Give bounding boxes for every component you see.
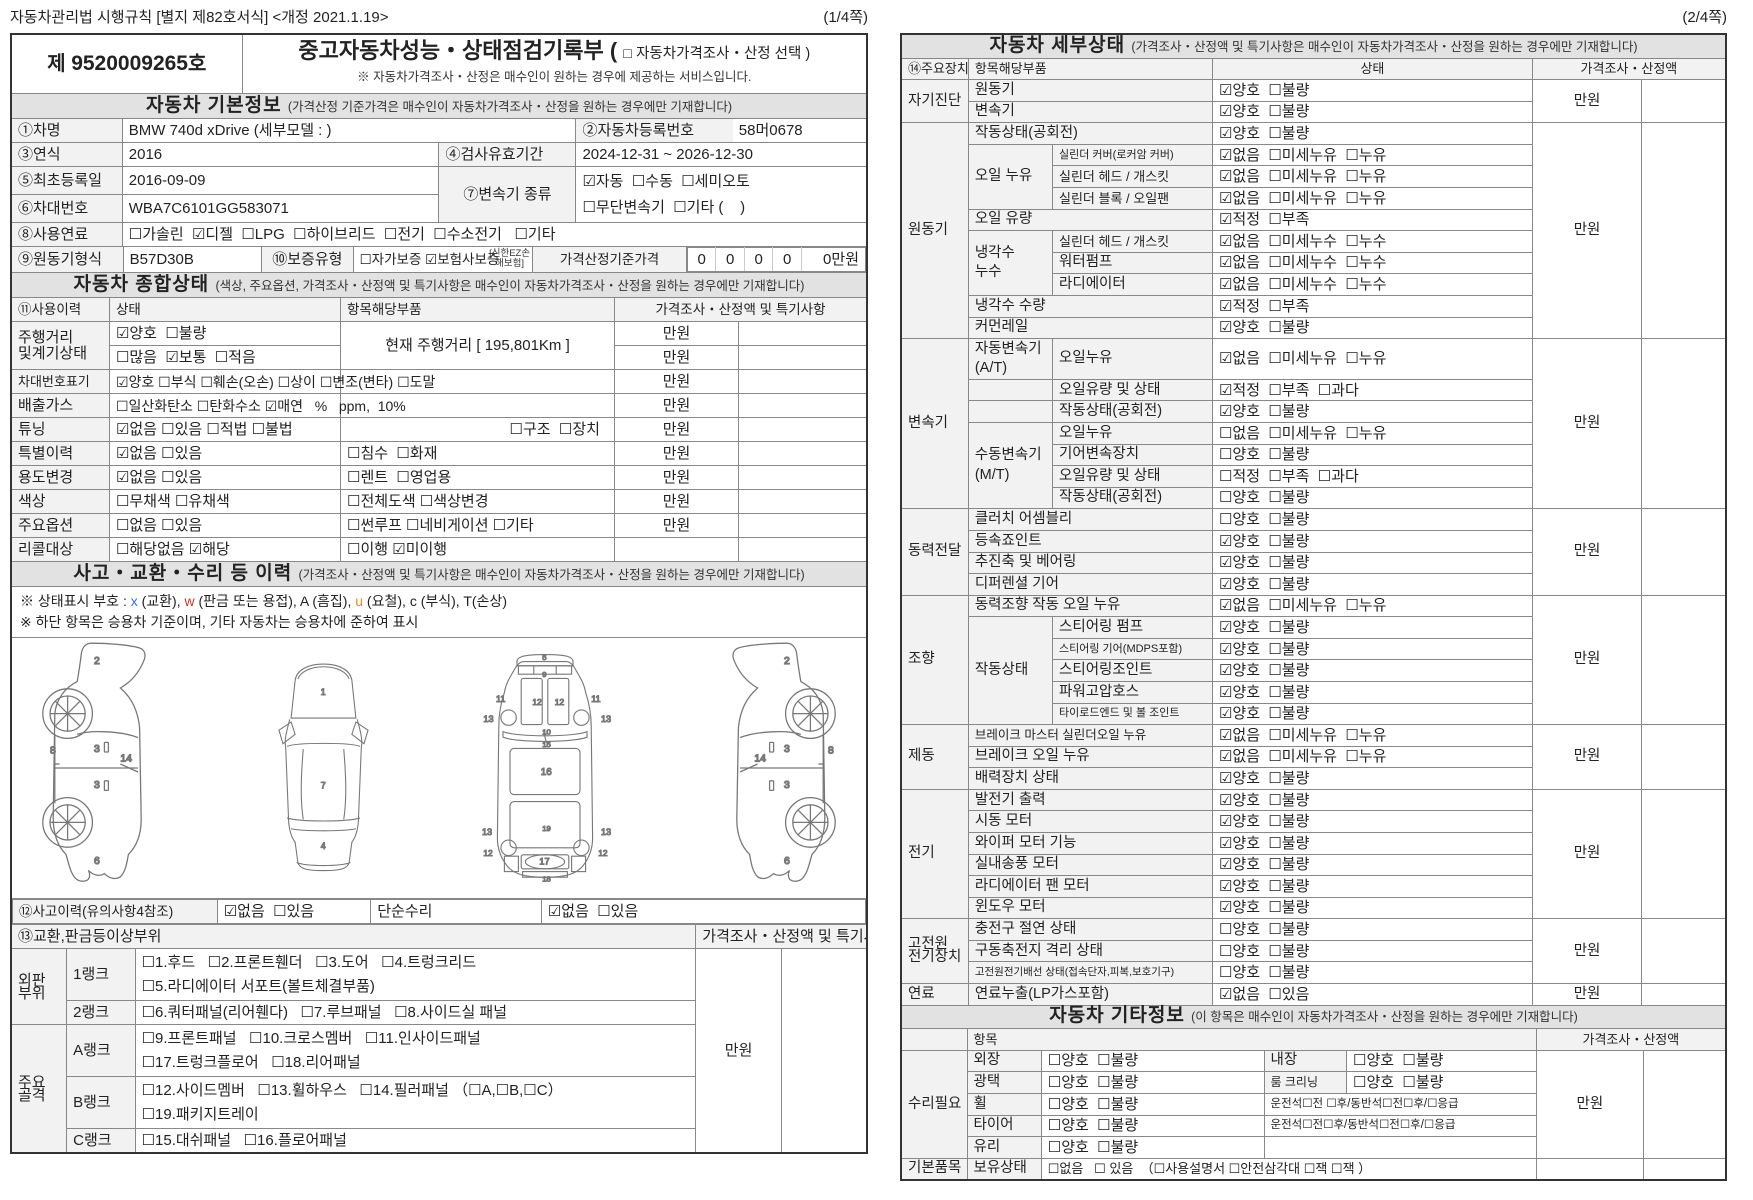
svg-text:12: 12 [599,848,609,858]
svg-text:3: 3 [784,744,790,755]
svg-text:14: 14 [120,754,132,765]
svg-text:18: 18 [543,874,552,883]
svg-text:12: 12 [533,697,543,707]
svg-text:13: 13 [601,827,611,837]
svg-text:11: 11 [496,694,505,704]
svg-text:3: 3 [94,744,100,755]
svg-text:15: 15 [543,740,552,749]
svg-text:6: 6 [94,856,100,867]
svg-text:2: 2 [784,656,790,667]
svg-text:13: 13 [601,714,611,724]
svg-text:7: 7 [320,780,325,790]
svg-text:1: 1 [320,687,325,697]
svg-text:16: 16 [541,767,552,778]
svg-text:5: 5 [543,653,547,662]
svg-text:10: 10 [543,727,552,736]
svg-text:3: 3 [784,780,790,791]
svg-text:4: 4 [320,841,325,851]
svg-text:6: 6 [784,856,790,867]
svg-text:13: 13 [484,714,494,724]
svg-text:3: 3 [94,780,100,791]
svg-text:11: 11 [592,694,601,704]
svg-text:2: 2 [94,656,100,667]
svg-text:17: 17 [540,857,550,867]
svg-text:9: 9 [543,670,547,679]
svg-text:13: 13 [482,827,492,837]
svg-text:12: 12 [484,848,494,858]
svg-text:19: 19 [543,824,552,833]
svg-text:12: 12 [555,697,565,707]
svg-text:14: 14 [754,754,766,765]
svg-text:8: 8 [50,746,56,757]
svg-text:8: 8 [828,746,834,757]
